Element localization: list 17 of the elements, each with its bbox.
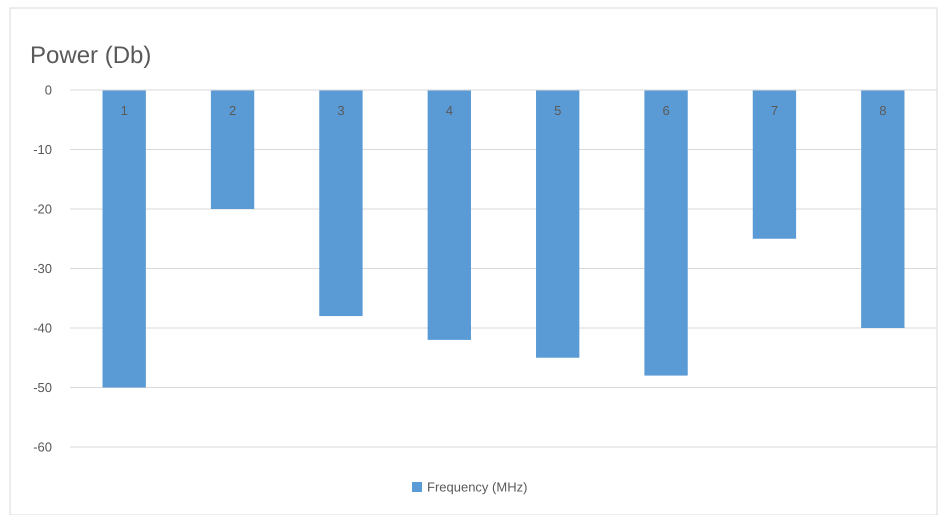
- x-tick-label: 2: [228, 103, 236, 118]
- legend-label: Frequency (MHz): [427, 480, 528, 495]
- x-tick-label: 1: [120, 103, 128, 118]
- x-tick-label: 6: [662, 103, 670, 118]
- y-tick-label: -10: [33, 142, 52, 158]
- y-tick-label: -60: [33, 440, 52, 455]
- y-tick-label: -30: [33, 261, 52, 276]
- x-tick-label: 5: [554, 103, 562, 118]
- x-tick-label: 7: [770, 103, 778, 118]
- x-tick-label: 4: [446, 103, 453, 118]
- y-tick-label: -50: [33, 380, 52, 396]
- x-tick-label: 3: [337, 103, 345, 118]
- y-tick-label: -20: [33, 202, 52, 217]
- y-tick-label: 0: [44, 82, 52, 98]
- x-tick-label: 8: [879, 103, 886, 118]
- chart-title: Power (Db): [30, 42, 152, 69]
- y-tick-label: -40: [33, 320, 52, 336]
